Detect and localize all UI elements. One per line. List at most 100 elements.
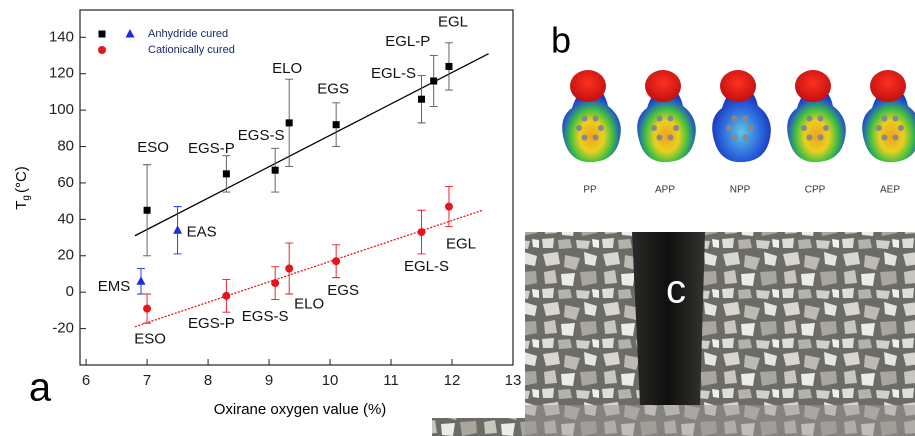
atom [581,134,588,141]
atom [673,125,679,131]
y-axis-title: Tg (°C) [13,166,32,210]
fit-line [134,53,489,237]
molecule-label: PP [583,185,597,196]
point-label: EGL-S [404,258,449,275]
panel-letter: a [29,366,52,410]
x-tick-label: 7 [143,372,151,389]
point [332,121,340,129]
molecule-surface [637,88,696,163]
x-tick-label: 8 [204,372,212,389]
y-tick-label: 120 [49,65,74,82]
point-label: EGL-S [371,65,416,82]
atom [876,125,882,131]
atom [656,134,663,141]
molecule: APP [637,70,696,196]
y-axis-symbol: T [13,201,30,210]
point-label: EGL-P [385,33,430,50]
point [285,119,293,127]
molecule-surface [870,70,906,102]
atom [598,125,604,131]
atom [806,115,813,122]
atom [592,134,599,141]
point [271,279,280,288]
atom [748,125,754,131]
y-axis-unit: (°C) [13,166,30,193]
legend-marker [125,29,135,38]
atom [881,134,888,141]
point-label: EAS [187,223,217,240]
point [417,228,426,237]
molecule-surface [562,88,621,163]
point-label: EGS-P [188,140,235,157]
point-label: ESO [137,139,169,156]
point [173,225,183,234]
point [430,77,438,85]
photo-strip [432,418,525,436]
atom [823,125,829,131]
atom [817,115,824,122]
legend-label: Cationically cured [148,44,235,56]
y-tick-label: 0 [66,283,74,300]
molecule: CPP [787,70,846,196]
photo [525,232,915,436]
point-label: EMS [98,278,131,295]
photo-floor [525,405,915,436]
atom [892,115,899,122]
atom [731,134,738,141]
legend: Anhydride cured Cationically cured [98,28,235,56]
plot-area: 6 7 8 9 10 11 12 13 -20 0 20 40 60 80 100 120 140 ESO EGS-… [49,13,521,389]
atom [742,115,749,122]
legend-marker [98,30,106,38]
molecule-panel: PP APP NPP CPP AEP [562,70,915,196]
y-tick-label: 40 [57,210,74,227]
atom [881,115,888,122]
atom [667,115,674,122]
molecule: NPP [712,70,771,196]
molecule-label: CPP [805,185,826,196]
point [222,170,230,178]
panel-letter: c [666,268,686,312]
x-tick-label: 9 [265,372,273,389]
plot-frame [79,9,514,366]
molecule: PP [562,70,621,196]
x-tick-label: 13 [505,372,522,389]
molecule-label: AEP [880,185,900,196]
point [143,206,151,214]
x-tick-label: 6 [82,372,90,389]
point-label: ELO [294,295,324,312]
point-label: EGS-P [188,315,235,332]
point [222,291,231,300]
atom [667,134,674,141]
point-label: EGS [327,282,359,299]
legend-label: Anhydride cured [148,28,228,40]
photo-gap [632,232,705,405]
point-label: ESO [134,331,166,348]
point [271,166,279,174]
y-tick-label: 20 [57,247,74,264]
atom [656,115,663,122]
atom [892,134,899,141]
atom [581,115,588,122]
molecule-surface [795,70,831,102]
point [332,257,341,266]
molecule-surface [712,88,771,163]
molecule-surface [862,88,915,163]
point [418,95,426,103]
y-tick-label: 80 [57,138,74,155]
y-tick-label: 100 [49,101,74,118]
molecule-label: NPP [730,185,751,196]
y-axis-subscript: g [21,195,32,201]
panel-letter: b [551,20,571,61]
point-label: EGS [317,81,349,98]
atom [726,125,732,131]
y-tick-label: 140 [49,28,74,45]
legend-marker [98,46,106,54]
point-label: EGL [446,236,476,253]
point-label: EGS-S [242,308,289,325]
atom [592,115,599,122]
atom [806,134,813,141]
atom [731,115,738,122]
atom [576,125,582,131]
x-tick-label: 12 [444,372,461,389]
